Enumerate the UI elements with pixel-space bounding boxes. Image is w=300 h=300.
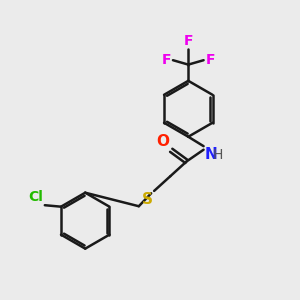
- Text: F: F: [184, 34, 193, 48]
- Text: O: O: [157, 134, 170, 149]
- Text: H: H: [212, 148, 223, 162]
- Text: F: F: [162, 52, 171, 67]
- Text: F: F: [206, 52, 215, 67]
- Text: N: N: [205, 147, 217, 162]
- Text: Cl: Cl: [28, 190, 43, 204]
- Text: S: S: [142, 192, 153, 207]
